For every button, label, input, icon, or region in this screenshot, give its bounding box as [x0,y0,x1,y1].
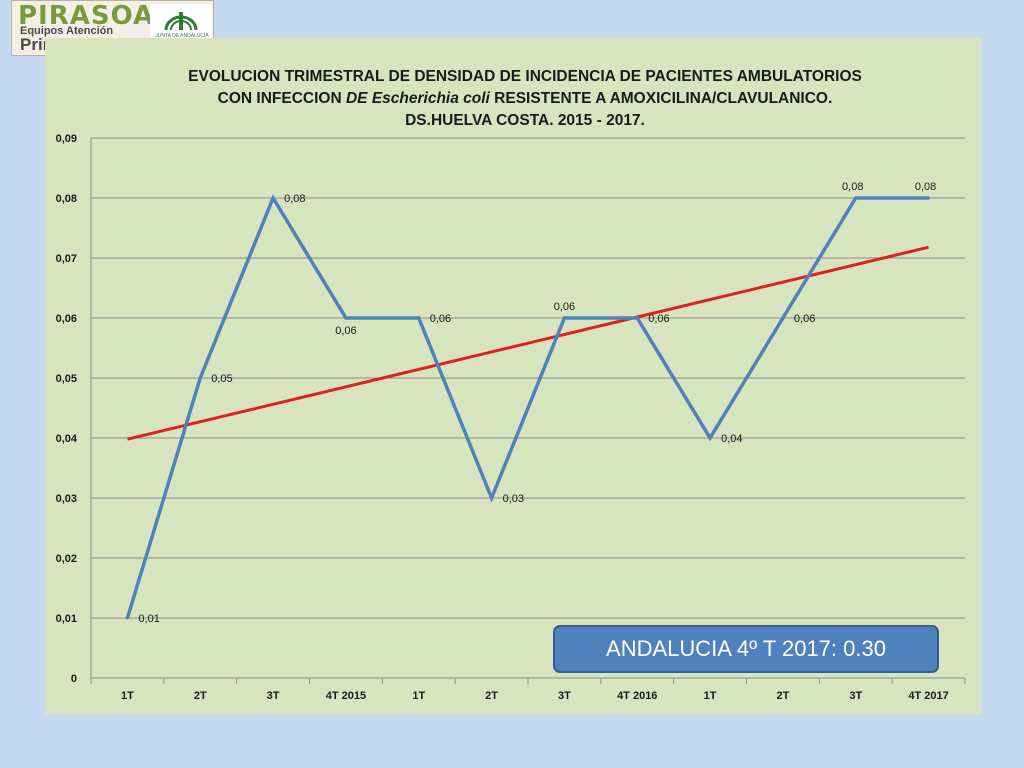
trend-line [127,245,929,441]
title-line-1: EVOLUCION TRIMESTRAL DE DENSIDAD DE INCI… [188,68,862,85]
logo-subtitle-1: Equipos Atención [20,25,114,37]
data-label: 0,05 [211,373,232,385]
andalucia-callout-box: ANDALUCIA 4º T 2017: 0.30 [553,625,939,673]
data-label: 0,06 [794,313,815,325]
logo-wordmark: PIRASOA [18,1,155,31]
data-label: 0,03 [503,493,524,505]
title-line-2-italic: DE Escherichia coli [345,90,490,107]
y-tick-label: 0,06 [56,313,77,325]
data-point [781,316,785,320]
data-label: 0,06 [430,313,451,325]
x-tick-label: 3T [267,690,280,702]
x-tick-label: 2T [776,690,789,702]
data-label: 0,04 [721,433,742,445]
x-tick-label: 1T [412,690,425,702]
x-tick-label: 1T [704,690,717,702]
title-line-2-a: CON INFECCION [217,90,346,107]
data-label: 0,08 [842,181,863,193]
data-point [490,496,494,500]
y-tick-label: 0,04 [56,433,78,445]
title-line-2: CON INFECCION DE Escherichia coli RESIST… [185,88,865,110]
data-point [344,316,348,320]
y-tick-label: 0,09 [56,133,77,145]
title-line-2-c: RESISTENTE A AMOXICILINA/CLAVULANICO. [489,90,833,107]
x-tick-label: 4T 2016 [617,690,657,702]
data-label: 0,08 [915,181,936,193]
data-label: 0,06 [554,301,575,313]
data-point [635,316,639,320]
x-tick-label: 4T 2017 [908,690,948,702]
x-tick-label: 4T 2015 [326,690,366,702]
x-tick-label: 2T [194,690,207,702]
title-line-3: DS.HUELVA COSTA. 2015 - 2017. [405,112,645,129]
data-point [198,376,202,380]
data-label: 0,06 [335,325,356,337]
data-point [271,196,275,200]
x-tick-label: 3T [849,690,862,702]
data-point [927,196,931,200]
y-tick-label: 0,07 [56,253,77,265]
data-label: 0,06 [648,313,669,325]
data-point [125,616,129,620]
y-tick-label: 0,08 [56,193,77,205]
emblem-caption: JUNTA DE ANDALUCIA [155,33,209,39]
x-tick-label: 3T [558,690,571,702]
data-label: 0,08 [284,193,305,205]
data-point [854,196,858,200]
y-tick-label: 0,03 [56,493,77,505]
data-label: 0,01 [138,613,159,625]
data-point [708,436,712,440]
data-point [562,316,566,320]
series-line [125,194,929,619]
data-point [417,316,421,320]
x-tick-label: 1T [121,690,134,702]
x-tick-label: 2T [485,690,498,702]
y-tick-label: 0,05 [56,373,77,385]
y-tick-label: 0 [71,673,77,685]
y-tick-label: 0,01 [56,613,77,625]
chart-title: EVOLUCION TRIMESTRAL DE DENSIDAD DE INCI… [185,66,865,132]
y-tick-label: 0,02 [56,553,77,565]
